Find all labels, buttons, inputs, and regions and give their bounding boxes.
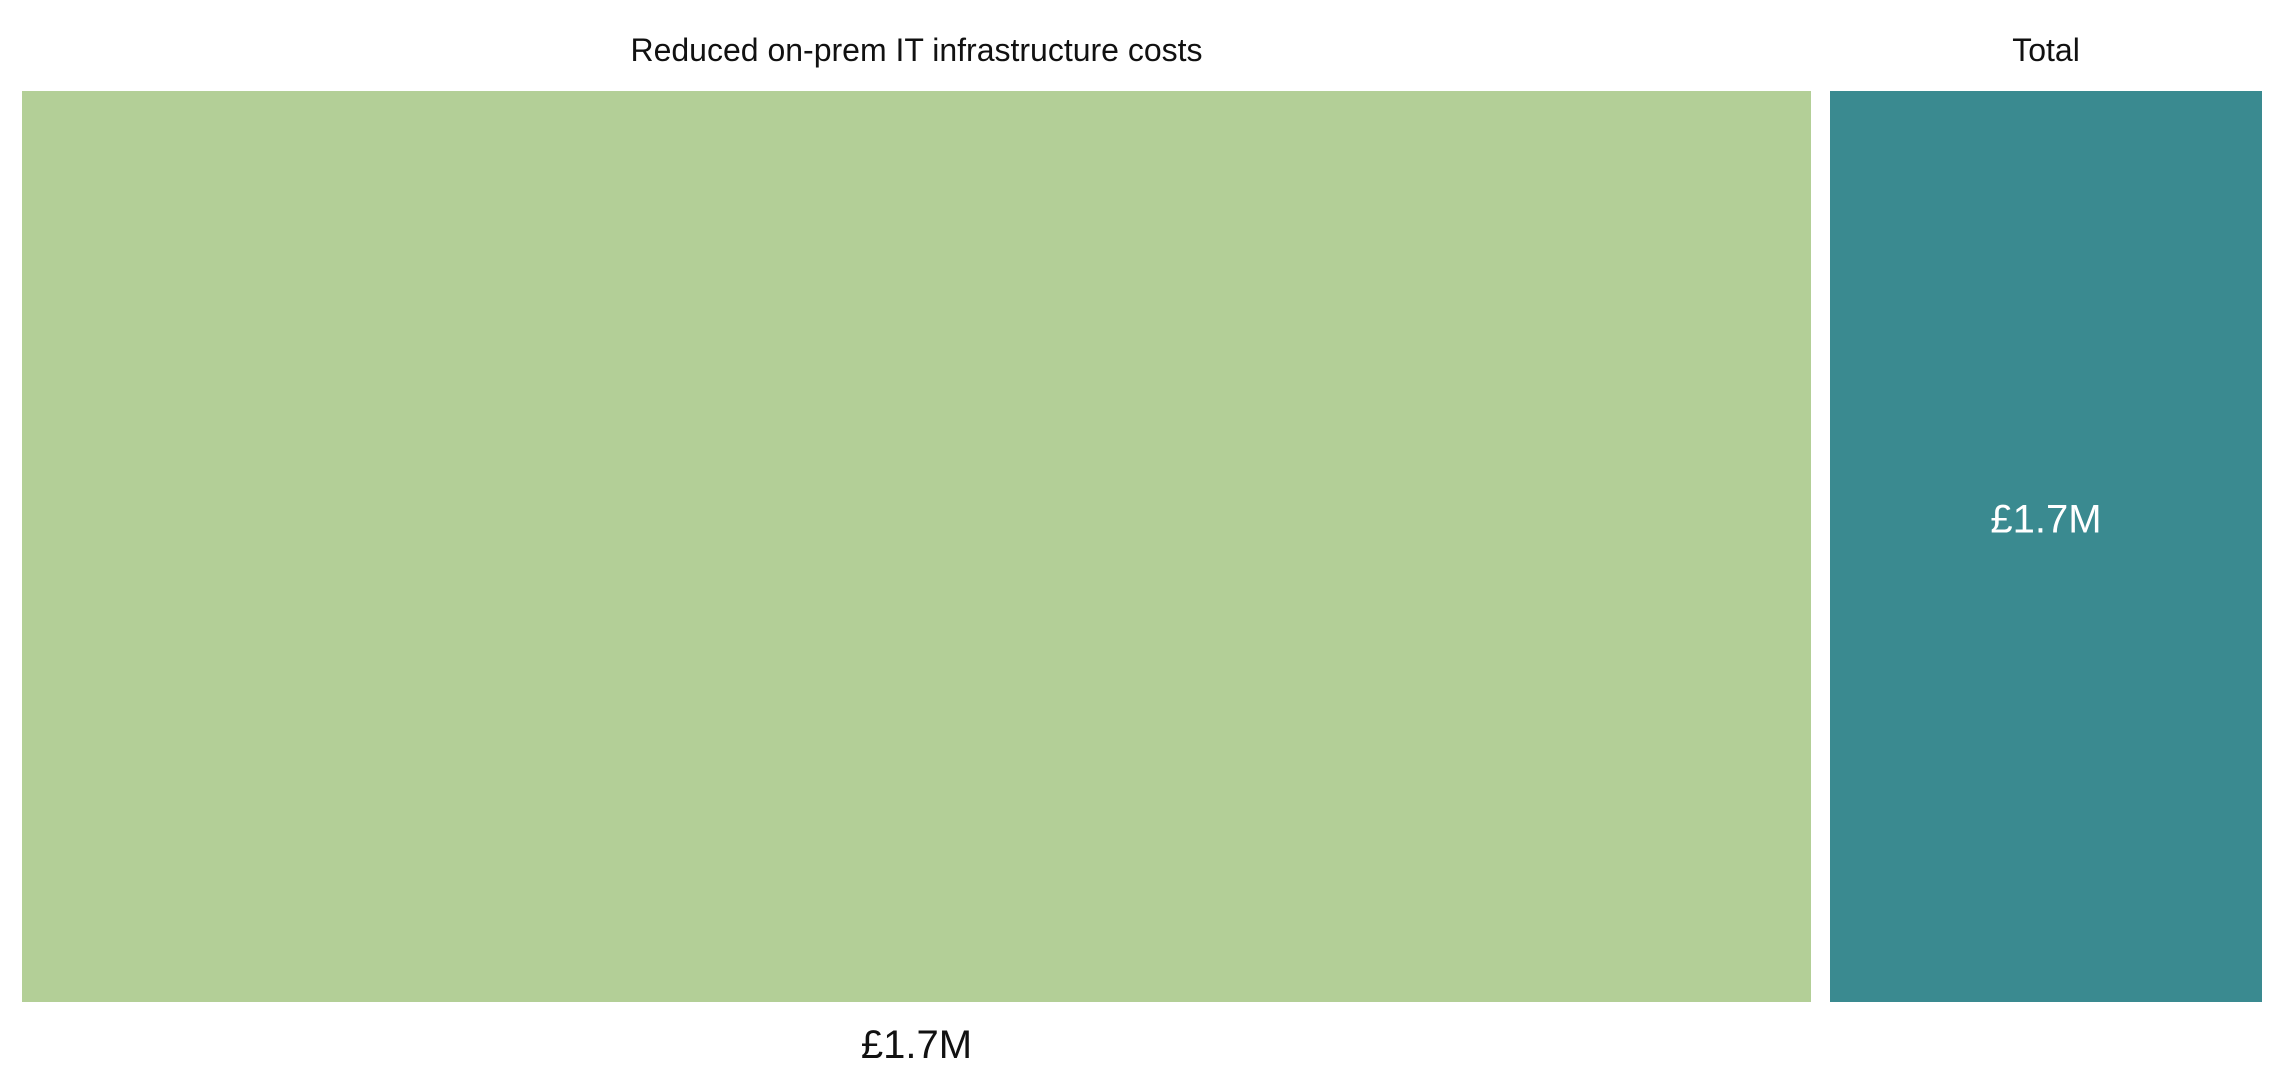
category-label-reduced-costs: Reduced on-prem IT infrastructure costs bbox=[630, 32, 1203, 68]
value-label-total: £1.7M bbox=[1990, 497, 2102, 542]
bar-reduced-costs bbox=[22, 91, 1811, 1002]
value-label-reduced-costs: £1.7M bbox=[860, 1023, 973, 1067]
category-label-total: Total bbox=[2012, 32, 2080, 68]
bar-total bbox=[1830, 91, 2262, 1002]
